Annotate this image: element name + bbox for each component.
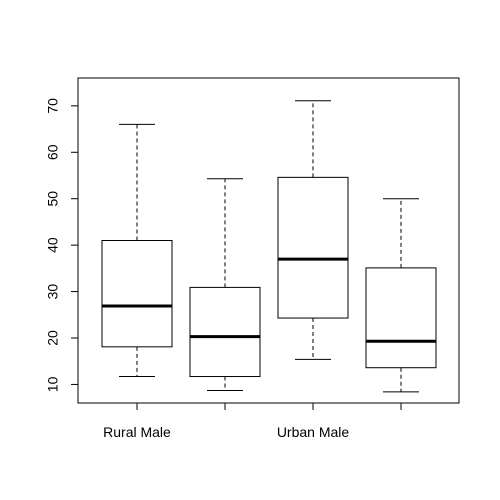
y-tick-label: 70	[45, 98, 61, 114]
y-tick-label: 60	[45, 144, 61, 160]
iqr-box	[365, 267, 437, 369]
box-4	[365, 198, 437, 393]
box-3	[277, 100, 349, 360]
box-2	[189, 178, 261, 391]
box-group	[101, 100, 437, 393]
iqr-box	[101, 240, 173, 348]
y-axis: 10 20 30 40 50 60 70	[45, 98, 79, 392]
x-axis: Rural Male Urban Male	[103, 402, 402, 440]
box-1	[101, 123, 173, 378]
x-tick-label: Urban Male	[277, 424, 350, 440]
y-tick-label: 10	[45, 376, 61, 392]
y-tick-label: 20	[45, 330, 61, 346]
y-tick-label: 40	[45, 237, 61, 253]
iqr-box	[277, 176, 349, 319]
x-tick-label: Rural Male	[103, 424, 171, 440]
y-tick-label: 30	[45, 284, 61, 300]
iqr-box	[189, 286, 261, 378]
y-tick-label: 50	[45, 191, 61, 207]
